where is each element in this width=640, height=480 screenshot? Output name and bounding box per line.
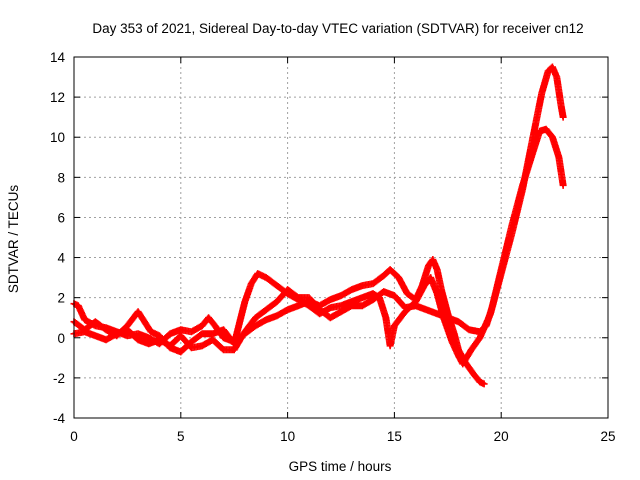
y-tick-label: 4 [57, 251, 65, 266]
series-satellite-tracks-c [70, 63, 567, 354]
grid-lines [74, 57, 608, 418]
x-tick-label: 10 [280, 429, 295, 444]
y-tick-label: 0 [57, 331, 65, 346]
y-tick-label: -2 [53, 371, 65, 386]
series-satellite-tracks-b [70, 125, 567, 368]
data-point-marker [559, 181, 567, 189]
y-tick-label: 12 [50, 90, 65, 105]
x-tick-label: 25 [600, 429, 615, 444]
y-tick-label: -4 [53, 411, 65, 426]
data-series [70, 63, 567, 388]
y-tick-label: 10 [50, 130, 65, 145]
x-axis-label: GPS time / hours [289, 459, 392, 474]
data-point-marker [559, 113, 567, 121]
x-tick-label: 5 [177, 429, 185, 444]
x-tick-label: 20 [494, 429, 509, 444]
y-tick-label: 6 [57, 210, 65, 225]
axis-ticks: -4 -2 0 2 4 6 8 10 12 14 0 5 10 15 20 25 [50, 50, 616, 444]
x-tick-label: 0 [70, 429, 78, 444]
y-tick-label: 2 [57, 291, 65, 306]
x-tick-label: 15 [387, 429, 402, 444]
data-point-marker [480, 380, 488, 388]
y-tick-label: 14 [50, 50, 66, 65]
y-tick-label: 8 [57, 170, 65, 185]
y-axis-label: SDTVAR / TECUs [6, 185, 21, 294]
plot-frame [73, 56, 609, 419]
chart-title: Day 353 of 2021, Sidereal Day-to-day VTE… [92, 21, 583, 36]
